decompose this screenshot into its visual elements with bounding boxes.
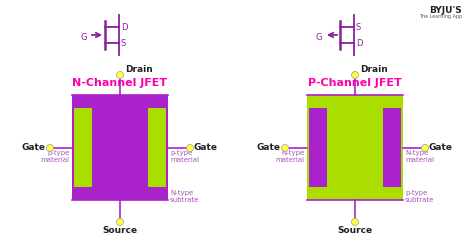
Text: BYJU'S: BYJU'S bbox=[429, 6, 462, 15]
Text: P-Channel JFET: P-Channel JFET bbox=[308, 78, 402, 88]
Text: Drain: Drain bbox=[125, 65, 153, 74]
Text: S: S bbox=[121, 38, 126, 48]
Circle shape bbox=[117, 72, 124, 78]
Circle shape bbox=[117, 218, 124, 226]
Text: N-Channel JFET: N-Channel JFET bbox=[73, 78, 168, 88]
Circle shape bbox=[352, 218, 358, 226]
Text: Gate: Gate bbox=[22, 144, 46, 152]
Bar bbox=[309, 108, 327, 188]
Text: The Learning App: The Learning App bbox=[419, 14, 462, 19]
Bar bbox=[383, 108, 401, 188]
Bar bbox=[307, 95, 403, 200]
Text: Gate: Gate bbox=[257, 144, 281, 152]
Text: Gate: Gate bbox=[194, 144, 218, 152]
Text: Gate: Gate bbox=[429, 144, 453, 152]
Text: N-type
material: N-type material bbox=[276, 150, 305, 164]
Text: Source: Source bbox=[102, 226, 137, 235]
Bar bbox=[72, 95, 168, 200]
Circle shape bbox=[46, 144, 54, 152]
Circle shape bbox=[186, 144, 193, 152]
Text: D: D bbox=[121, 22, 128, 32]
Text: Drain: Drain bbox=[360, 65, 388, 74]
Text: S: S bbox=[356, 22, 361, 32]
Circle shape bbox=[282, 144, 289, 152]
Text: p-type
subtrate: p-type subtrate bbox=[405, 190, 434, 203]
Text: G: G bbox=[316, 32, 322, 42]
Circle shape bbox=[352, 72, 358, 78]
Bar bbox=[74, 108, 92, 188]
Text: N-type
subtrate: N-type subtrate bbox=[170, 190, 200, 203]
Text: Source: Source bbox=[337, 226, 373, 235]
Text: G: G bbox=[81, 32, 87, 42]
Text: p-type
material: p-type material bbox=[41, 150, 70, 164]
Text: D: D bbox=[356, 38, 363, 48]
Bar bbox=[148, 108, 166, 188]
Text: N-type
material: N-type material bbox=[405, 150, 434, 164]
Text: p-type
material: p-type material bbox=[170, 150, 199, 164]
Circle shape bbox=[421, 144, 428, 152]
